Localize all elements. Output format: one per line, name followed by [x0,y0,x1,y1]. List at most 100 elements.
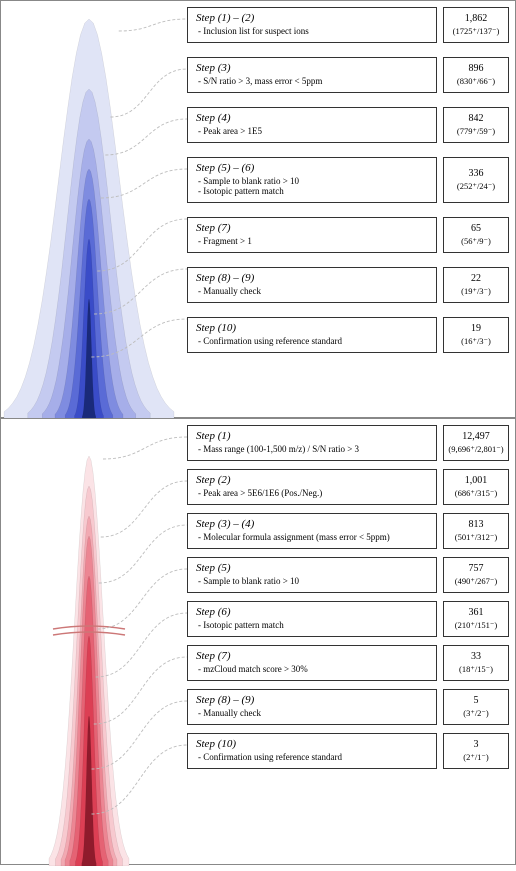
count-sub: (19⁺/3⁻) [461,286,491,297]
step-title: Step (1) – (2) [196,12,428,24]
count-sub: (490⁺/267⁻) [455,576,498,587]
count-main: 361 [469,607,484,620]
count-main: 19 [471,323,481,336]
count-sub: (18⁺/15⁻) [459,664,493,675]
step-desc: - Inclusion list for suspect ions [196,26,428,36]
count-sub: (252⁺/24⁻) [457,181,495,192]
top-count-box-5: 22(19⁺/3⁻) [443,267,509,303]
top-count-box-1: 896(830⁺/66⁻) [443,57,509,93]
count-sub: (1725⁺/137⁻) [453,26,500,37]
count-sub: (501⁺/312⁻) [455,532,498,543]
step-title: Step (5) – (6) [196,162,428,174]
step-title: Step (6) [196,606,428,618]
step-title: Step (8) – (9) [196,272,428,284]
step-title: Step (10) [196,322,428,334]
count-main: 813 [469,519,484,532]
count-sub: (2⁺/1⁻) [463,752,489,763]
step-title: Step (2) [196,474,428,486]
bot-step-row-3: Step (5)- Sample to blank ratio > 10757(… [187,557,509,593]
step-desc: - mzCloud match score > 30% [196,664,428,674]
bot-count-box-0: 12,497(9,696⁺/2,801⁻) [443,425,509,461]
bot-count-box-3: 757(490⁺/267⁻) [443,557,509,593]
count-main: 1,862 [465,13,488,26]
bot-peak-svg [1,419,181,866]
step-desc: - Manually check [196,286,428,296]
bot-step-row-7: Step (10) - Confirmation using reference … [187,733,509,769]
top-count-box-6: 19(16⁺/3⁻) [443,317,509,353]
count-main: 65 [471,223,481,236]
step-desc: - Confirmation using reference standard [196,752,428,762]
bot-count-box-1: 1,001(686⁺/315⁻) [443,469,509,505]
top-step-box-4: Step (7) - Fragment > 1 [187,217,437,253]
bot-count-box-7: 3(2⁺/1⁻) [443,733,509,769]
bot-count-box-6: 5(3⁺/2⁻) [443,689,509,725]
step-desc: - Molecular formula assignment (mass err… [196,532,428,542]
step-title: Step (3) – (4) [196,518,428,530]
step-desc: - Mass range (100-1,500 m/z) / S/N ratio… [196,444,428,454]
step-desc: - Peak area > 5E6/1E6 (Pos./Neg.) [196,488,428,498]
bot-step-box-4: Step (6) - Isotopic pattern match [187,601,437,637]
bot-step-box-0: Step (1) - Mass range (100-1,500 m/z) / S… [187,425,437,461]
step-title: Step (4) [196,112,428,124]
bot-steps: Step (1) - Mass range (100-1,500 m/z) / S… [187,425,509,777]
bot-count-box-2: 813(501⁺/312⁻) [443,513,509,549]
top-step-row-3: Step (5) – (6) - Sample to blank ratio > … [187,157,509,203]
top-step-box-3: Step (5) – (6) - Sample to blank ratio > … [187,157,437,203]
top-peak-svg [1,1,181,419]
top-step-box-0: Step (1) – (2) - Inclusion list for suspe… [187,7,437,43]
count-sub: (830⁺/66⁻) [457,76,495,87]
count-sub: (686⁺/315⁻) [455,488,498,499]
step-title: Step (3) [196,62,428,74]
bot-step-box-2: Step (3) – (4) - Molecular formula assign… [187,513,437,549]
top-step-box-6: Step (10) - Confirmation using reference … [187,317,437,353]
top-step-box-5: Step (8) – (9) - Manually check [187,267,437,303]
count-sub: (56⁺/9⁻) [461,236,491,247]
bot-step-row-0: Step (1) - Mass range (100-1,500 m/z) / S… [187,425,509,461]
top-steps: Step (1) – (2) - Inclusion list for suspe… [187,7,509,367]
bot-step-row-2: Step (3) – (4) - Molecular formula assign… [187,513,509,549]
count-main: 336 [469,168,484,181]
bot-step-row-5: Step (7) - mzCloud match score > 30% 33(18… [187,645,509,681]
step-desc: - Isotopic pattern match [196,620,428,630]
top-step-row-0: Step (1) – (2) - Inclusion list for suspe… [187,7,509,43]
step-title: Step (1) [196,430,428,442]
count-sub: (210⁺/151⁻) [455,620,498,631]
step-desc: - Fragment > 1 [196,236,428,246]
top-count-box-4: 65(56⁺/9⁻) [443,217,509,253]
step-title: Step (8) – (9) [196,694,428,706]
count-main: 12,497 [462,431,490,444]
step-desc: - Sample to blank ratio > 10- Isotopic p… [196,176,428,196]
step-desc: - Confirmation using reference standard [196,336,428,346]
count-main: 33 [471,651,481,664]
top-panel: Step (1) – (2) - Inclusion list for suspe… [0,0,516,418]
count-main: 757 [469,563,484,576]
bot-step-box-3: Step (5)- Sample to blank ratio > 10 [187,557,437,593]
bot-step-box-6: Step (8) – (9) - Manually check [187,689,437,725]
step-title: Step (7) [196,650,428,662]
count-main: 842 [469,113,484,126]
top-step-row-6: Step (10) - Confirmation using reference … [187,317,509,353]
count-sub: (779⁺/59⁻) [457,126,495,137]
bot-step-box-7: Step (10) - Confirmation using reference … [187,733,437,769]
bot-step-box-1: Step (2) - Peak area > 5E6/1E6 (Pos./Neg.… [187,469,437,505]
count-sub: (9,696⁺/2,801⁻) [448,444,503,455]
step-desc: - Manually check [196,708,428,718]
top-step-box-1: Step (3) - S/N ratio > 3, mass error < 5p… [187,57,437,93]
top-step-row-1: Step (3) - S/N ratio > 3, mass error < 5p… [187,57,509,93]
bot-count-box-5: 33(18⁺/15⁻) [443,645,509,681]
step-title: Step (7) [196,222,428,234]
bot-step-row-6: Step (8) – (9) - Manually check 5(3⁺/2⁻) [187,689,509,725]
top-step-box-2: Step (4)- Peak area > 1E5 [187,107,437,143]
bot-step-row-4: Step (6) - Isotopic pattern match 361(210⁺… [187,601,509,637]
top-step-row-5: Step (8) – (9) - Manually check 22(19⁺/3⁻) [187,267,509,303]
top-count-box-3: 336(252⁺/24⁻) [443,157,509,203]
bot-step-box-5: Step (7) - mzCloud match score > 30% [187,645,437,681]
top-count-box-0: 1,862(1725⁺/137⁻) [443,7,509,43]
count-main: 22 [471,273,481,286]
step-desc: - S/N ratio > 3, mass error < 5ppm [196,76,428,86]
bot-peak-area [1,419,181,864]
step-title: Step (10) [196,738,428,750]
count-sub: (3⁺/2⁻) [463,708,489,719]
count-main: 896 [469,63,484,76]
top-count-box-2: 842(779⁺/59⁻) [443,107,509,143]
